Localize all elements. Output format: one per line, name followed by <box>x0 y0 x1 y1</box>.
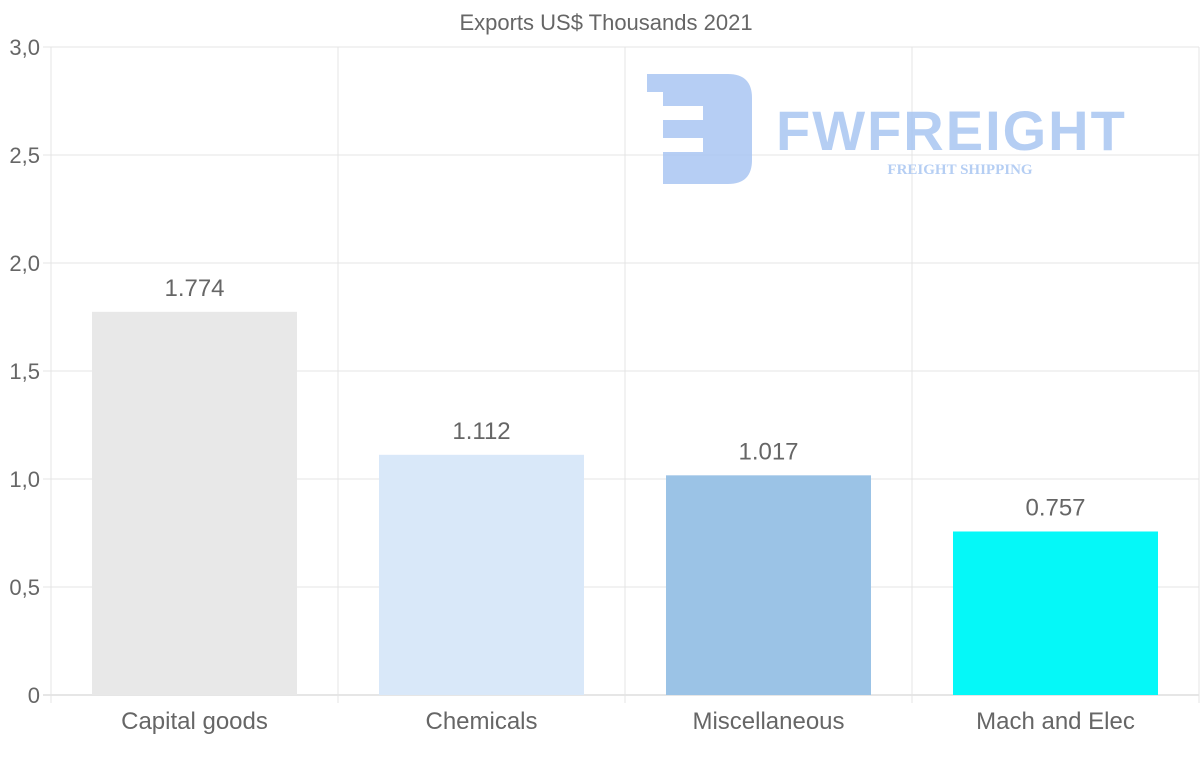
y-tick-label: 2,5 <box>9 143 40 168</box>
y-tick-label: 2,0 <box>9 251 40 276</box>
x-tick-label: Miscellaneous <box>692 708 844 735</box>
y-tick-label: 0 <box>28 683 40 708</box>
data-label: 0.757 <box>1025 494 1085 521</box>
bar <box>379 454 584 695</box>
x-axis: Capital goods Chemicals Miscellaneous Mach … <box>121 708 1135 735</box>
data-label: 1.774 <box>164 275 224 302</box>
y-tick-label: 3,0 <box>9 35 40 60</box>
watermark-tagline: FREIGHT SHIPPING <box>887 162 1032 178</box>
chart-title: Exports US$ Thousands 2021 <box>459 10 752 35</box>
value-labels: 1.774 1.112 1.017 0.757 <box>164 275 1085 522</box>
data-label: 1.112 <box>452 418 510 445</box>
y-tick-label: 1,5 <box>9 359 40 384</box>
bar <box>92 311 297 695</box>
bar <box>953 531 1158 695</box>
bars <box>92 311 1158 695</box>
x-tick-label: Chemicals <box>425 708 537 735</box>
x-tick-label: Capital goods <box>121 708 268 735</box>
y-tick-label: 1,0 <box>9 467 40 492</box>
watermark-brand: FWFREIGHT <box>776 99 1127 162</box>
y-tick-label: 0,5 <box>9 575 40 600</box>
y-axis: 0 0,5 1,0 1,5 2,0 2,5 3,0 <box>9 35 40 708</box>
bar <box>666 475 871 695</box>
x-tick-label: Mach and Elec <box>976 708 1135 735</box>
logo-mark-icon <box>647 74 752 184</box>
data-label: 1.017 <box>738 438 798 465</box>
